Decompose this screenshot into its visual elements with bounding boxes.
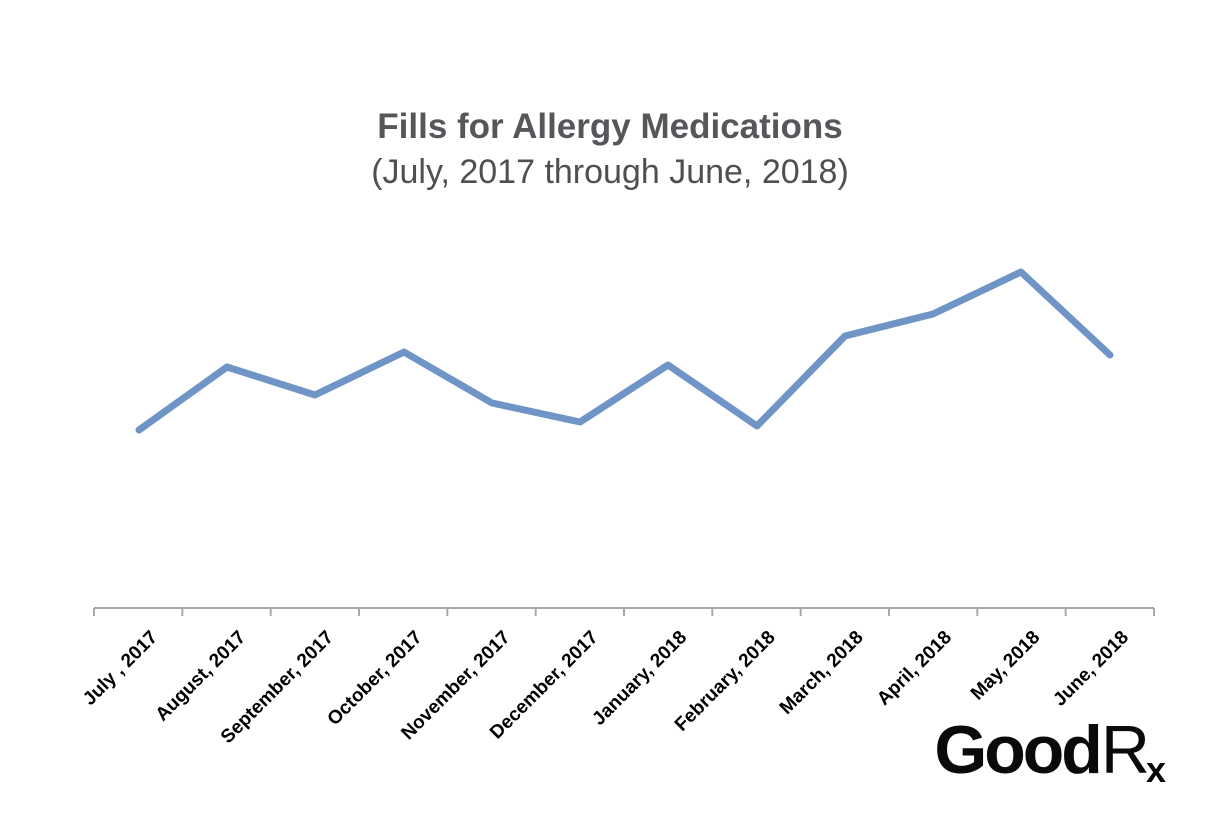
allergy-fills-line-series xyxy=(135,268,1114,434)
goodrx-logo-r-text: R xyxy=(1100,712,1150,788)
goodrx-logo-good-text: Good xyxy=(934,712,1103,788)
chart-subtitle: (July, 2017 through June, 2018) xyxy=(371,153,849,191)
goodrx-logo-x-subscript: x xyxy=(1145,749,1166,790)
chart-header: Fills for Allergy Medications (July, 201… xyxy=(0,104,1220,195)
chart-title: Fills for Allergy Medications xyxy=(377,107,843,146)
goodrx-logo: GoodRx xyxy=(934,716,1166,803)
